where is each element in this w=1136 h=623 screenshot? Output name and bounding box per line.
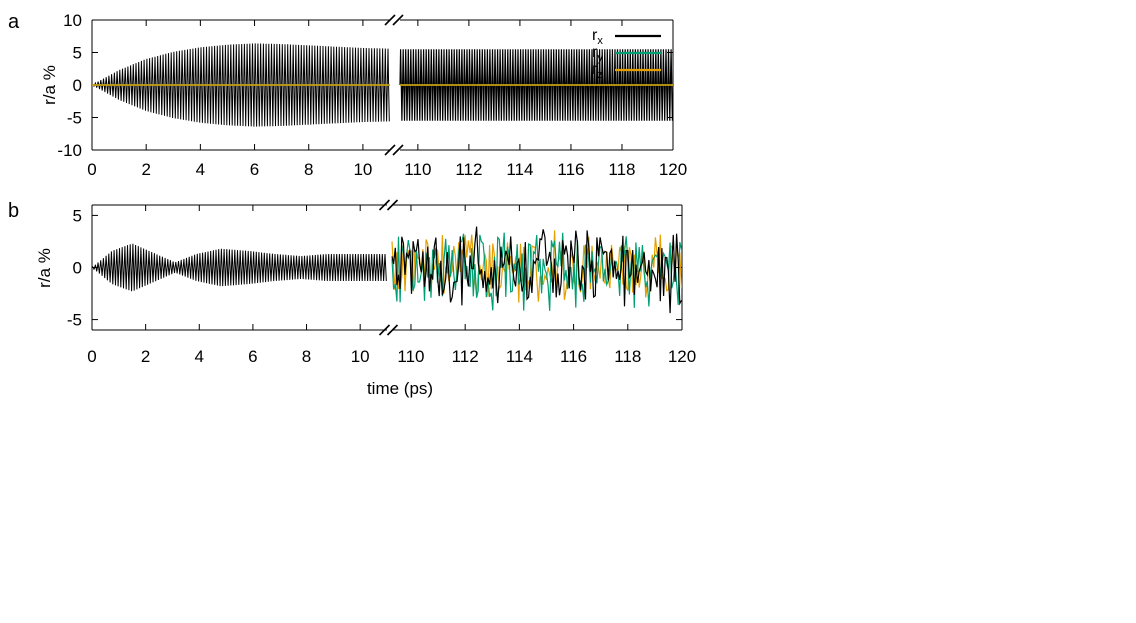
legend-entry-label-z: rz — [592, 61, 603, 81]
axis-break-top-a — [384, 14, 404, 26]
legend-entry-label-y: ry — [592, 44, 603, 64]
x-tick-label-seg1-a: 2 — [141, 160, 150, 179]
axis-break-top-a-stroke-1 — [392, 14, 404, 26]
panel-b: b r/a % time (ps) -5 0 5 0 2 4 6 8 10 110 112 114 116 11… — [8, 199, 696, 398]
x-tick-label-seg1-b: 2 — [141, 347, 150, 366]
axis-break-top-b — [378, 199, 399, 211]
x-tick-label-seg1-b: 10 — [351, 347, 370, 366]
x-tick-label-seg1-a: 6 — [250, 160, 259, 179]
x-tick-label-seg2-a: 116 — [557, 160, 584, 179]
x-tick-label-seg2-a: 120 — [659, 160, 687, 179]
legend-entry-sub-y: y — [597, 52, 603, 64]
legend-entry-label-x: rx — [592, 27, 603, 47]
y-axis-label-b: r/a % — [35, 248, 54, 288]
panel-a: a r/a % -10 -5 0 5 10 0 2 4 6 8 10 110 112 114 116 118 120… — [8, 11, 687, 179]
x-tick-label-seg2-b: 110 — [397, 347, 424, 366]
y-tick-label-a: -10 — [57, 141, 82, 160]
axis-break-top-b-stroke-0 — [378, 199, 391, 211]
panel-label-b: b — [8, 200, 19, 222]
x-tick-label-seg2-b: 114 — [506, 347, 533, 366]
series-rx-seg2-b — [391, 226, 682, 314]
legend-entry-sub-x: x — [597, 35, 603, 47]
y-tick-label-a: 10 — [63, 11, 82, 30]
series-rx-seg1-b — [92, 243, 387, 292]
x-tick-label-seg2-a: 118 — [608, 160, 635, 179]
axis-break-top-b-stroke-1 — [386, 199, 399, 211]
x-tick-label-seg1-b: 6 — [248, 347, 257, 366]
axis-break-bottom-b-stroke-1 — [386, 324, 399, 336]
axis-break-bottom-a-stroke-1 — [392, 144, 404, 156]
x-tick-label-seg1-b: 4 — [195, 347, 204, 366]
x-tick-label-seg1-a: 0 — [87, 160, 96, 179]
series-rx-seg2-a — [399, 49, 673, 121]
legend-entry-sub-z: z — [597, 69, 603, 81]
series-group-b — [92, 226, 682, 314]
x-tick-label-seg2-a: 114 — [506, 160, 533, 179]
axis-break-bottom-a-stroke-0 — [384, 144, 396, 156]
axis-break-bottom-b-stroke-0 — [378, 324, 391, 336]
panel-label-a: a — [8, 11, 20, 33]
x-tick-label-seg1-a: 10 — [353, 160, 372, 179]
x-tick-label-seg2-a: 110 — [404, 160, 431, 179]
series-group-a — [92, 43, 673, 127]
axis-break-top-a-stroke-0 — [384, 14, 396, 26]
axis-break-bottom-a — [384, 144, 404, 156]
x-tick-label-seg1-b: 8 — [302, 347, 311, 366]
y-tick-label-a: 5 — [73, 44, 82, 63]
y-axis-label-a: r/a % — [40, 65, 59, 105]
x-tick-label-seg2-b: 116 — [560, 347, 587, 366]
axis-break-bottom-b — [378, 324, 399, 336]
y-tick-label-b: -5 — [67, 311, 82, 330]
y-tick-label-b: 0 — [73, 259, 82, 278]
x-tick-label-seg2-b: 112 — [452, 347, 479, 366]
x-tick-label-seg1-a: 4 — [196, 160, 205, 179]
x-tick-label-seg2-a: 112 — [455, 160, 482, 179]
x-axis-label-b: time (ps) — [367, 379, 433, 398]
y-tick-label-a: 0 — [73, 76, 82, 95]
x-tick-label-seg2-b: 118 — [614, 347, 641, 366]
y-tick-label-a: -5 — [67, 109, 82, 128]
x-tick-label-seg1-a: 8 — [304, 160, 313, 179]
series-rx-seg1-a — [92, 43, 390, 127]
x-tick-label-seg2-b: 120 — [668, 347, 696, 366]
y-tick-label-b: 5 — [73, 206, 82, 225]
x-tick-label-seg1-b: 0 — [87, 347, 96, 366]
